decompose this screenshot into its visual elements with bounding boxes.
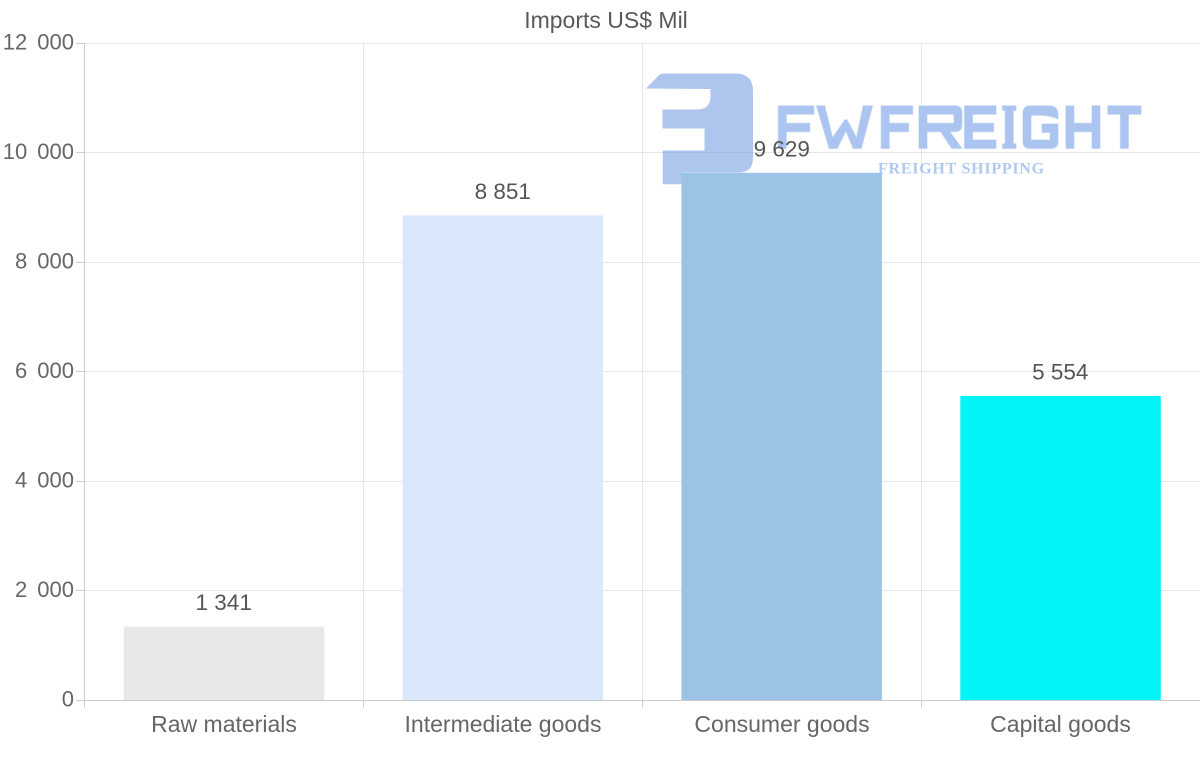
svg-text:9 629: 9 629	[754, 136, 810, 161]
svg-text:10 000: 10 000	[3, 139, 74, 164]
svg-text:1 341: 1 341	[196, 590, 252, 615]
svg-text:Intermediate goods: Intermediate goods	[405, 711, 602, 737]
svg-text:Imports US$ Mil: Imports US$ Mil	[524, 7, 688, 33]
svg-text:5 554: 5 554	[1032, 360, 1088, 385]
svg-text:Capital goods: Capital goods	[990, 711, 1131, 737]
svg-text:12 000: 12 000	[3, 29, 74, 54]
svg-text:Consumer goods: Consumer goods	[694, 711, 869, 737]
svg-text:0: 0	[62, 686, 74, 711]
svg-text:8 851: 8 851	[475, 179, 531, 204]
svg-text:Raw materials: Raw materials	[151, 711, 297, 737]
svg-text:8 000: 8 000	[15, 248, 74, 273]
svg-text:2 000: 2 000	[15, 577, 74, 602]
svg-text:6 000: 6 000	[15, 358, 74, 383]
svg-text:4 000: 4 000	[15, 467, 74, 492]
svg-text:FREIGHT SHIPPING: FREIGHT SHIPPING	[878, 161, 1045, 178]
